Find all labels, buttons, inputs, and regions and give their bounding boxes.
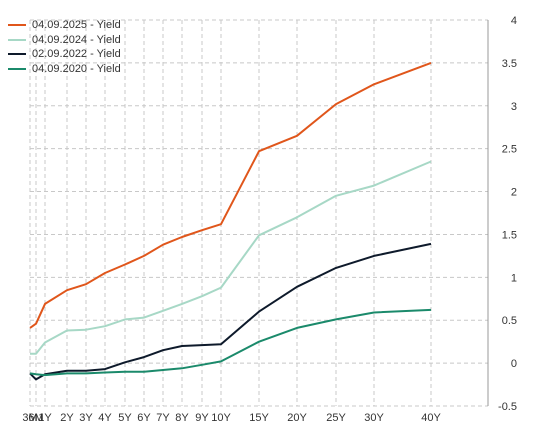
series-lines xyxy=(29,61,432,381)
x-tick-label: 15Y xyxy=(249,412,269,424)
legend-label: 04.09.2025 - Yield xyxy=(32,19,121,31)
x-tick-label: 10Y xyxy=(211,412,231,424)
legend-swatch-2024 xyxy=(8,38,26,41)
legend-swatch-2022 xyxy=(8,53,26,56)
legend-item[interactable]: 04.09.2025 - Yield xyxy=(8,18,121,33)
y-tick-label: 0.5 xyxy=(502,315,517,327)
x-tick-label: 7Y xyxy=(156,412,170,424)
y-tick-label: 1 xyxy=(511,272,517,284)
y-tick-label: 3 xyxy=(511,101,517,113)
legend: 04.09.2025 - Yield 04.09.2024 - Yield 02… xyxy=(8,18,121,76)
legend-item[interactable]: 02.09.2022 - Yield xyxy=(8,47,121,62)
grid xyxy=(29,19,488,407)
series-line-3[interactable] xyxy=(29,308,432,377)
series-line-2[interactable] xyxy=(29,242,432,381)
x-tick-label: 2Y xyxy=(60,412,74,424)
legend-item[interactable]: 04.09.2020 - Yield xyxy=(8,62,121,77)
legend-label: 04.09.2020 - Yield xyxy=(32,62,121,75)
legend-item[interactable]: 04.09.2024 - Yield xyxy=(8,33,121,48)
x-tick-label: 8Y xyxy=(175,412,189,424)
legend-label: 04.09.2024 - Yield xyxy=(32,33,121,46)
x-tick-label: 40Y xyxy=(421,412,441,424)
legend-swatch-2020 xyxy=(8,67,26,70)
legend-swatch-2025 xyxy=(8,24,26,27)
legend-label: 02.09.2022 - Yield xyxy=(32,48,121,60)
x-tick-label: 1Y xyxy=(38,412,52,424)
y-tick-label: 0 xyxy=(511,358,517,370)
x-tick-label: 6M xyxy=(28,412,43,424)
x-tick-label: 25Y xyxy=(326,412,346,424)
series-line-0[interactable] xyxy=(29,61,432,329)
y-axis: 4 3.5 3 2.5 2 1.5 1 0.5 0 -0.5 xyxy=(498,15,517,413)
y-tick-label: 2 xyxy=(511,187,517,199)
x-tick-label: 30Y xyxy=(364,412,384,424)
y-tick-label: 2.5 xyxy=(502,144,517,156)
x-tick-label: 4Y xyxy=(98,412,112,424)
x-tick-label: 9Y xyxy=(195,412,209,424)
series-line-1[interactable] xyxy=(30,160,432,355)
y-tick-label: 3.5 xyxy=(502,58,517,70)
x-tick-label: 6Y xyxy=(137,412,151,424)
y-tick-label: 4 xyxy=(511,15,517,27)
x-tick-label: 20Y xyxy=(287,412,307,424)
y-tick-label: -0.5 xyxy=(498,401,517,413)
x-tick-label: 5Y xyxy=(118,412,132,424)
x-tick-label: 3Y xyxy=(79,412,93,424)
y-tick-label: 1.5 xyxy=(502,229,517,241)
x-tick-label: 3M xyxy=(22,412,37,424)
